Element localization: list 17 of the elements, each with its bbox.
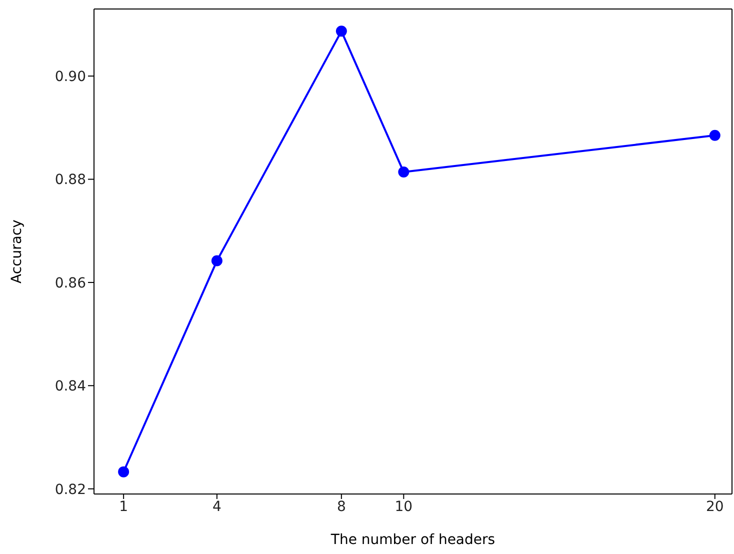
x-tick-label: 4 [212,498,222,515]
x-tick-label: 10 [394,498,413,515]
x-axis-title: The number of headers [330,532,496,548]
point [398,166,410,178]
point [211,255,222,266]
point [118,466,130,478]
x-tick-label: 1 [119,498,128,515]
x-tick-label: 20 [706,498,724,515]
x-tick-label: 8 [336,498,346,515]
y-tick-label: 0.88 [54,172,86,188]
y-tick-label: 0.84 [54,378,86,395]
y-tick-label: 0.90 [54,69,86,86]
y-tick-label: 0.86 [54,275,86,292]
y-tick-label: 0.82 [54,482,86,498]
point [709,130,720,141]
y-axis-title: Accuracy [8,220,25,284]
point [336,26,347,37]
